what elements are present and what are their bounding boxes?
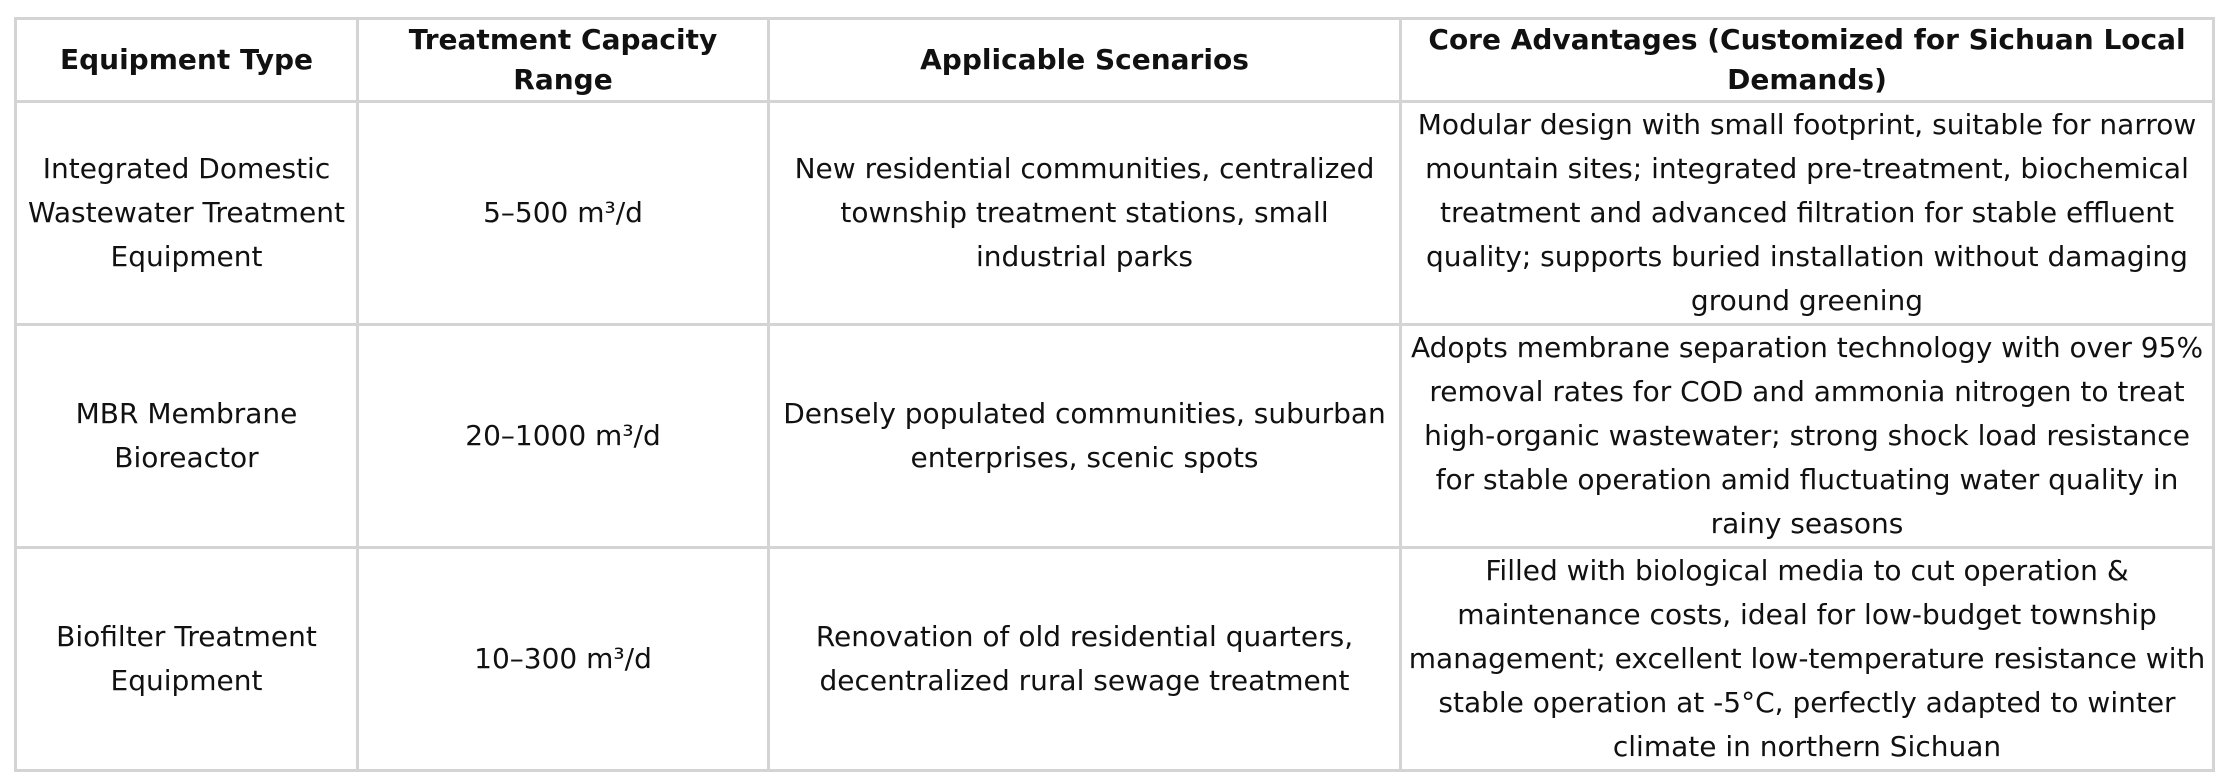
- table-row: MBR Membrane Bioreactor 20–1000 m³/d Dense…: [14, 323, 2215, 549]
- header-cell: Equipment Type: [14, 17, 359, 103]
- table-cell: Renovation of old residential quarters, …: [767, 546, 1402, 772]
- table-cell: Biofilter Treatment Equipment: [14, 546, 359, 772]
- table-cell: New residential communities, centralized…: [767, 100, 1402, 326]
- table-cell: 5–500 m³/d: [356, 100, 770, 326]
- header-row: Equipment Type Treatment Capacity Range …: [14, 17, 2215, 103]
- table-cell: Modular design with small footprint, sui…: [1399, 100, 2215, 326]
- table-row: Biofilter Treatment Equipment 10–300 m³/d…: [14, 546, 2215, 772]
- header-cell: Treatment Capacity Range: [356, 17, 770, 103]
- table-cell: Filled with biological media to cut oper…: [1399, 546, 2215, 772]
- table-cell: Adopts membrane separation technology wi…: [1399, 323, 2215, 549]
- table-cell: Densely populated communities, suburban …: [767, 323, 1402, 549]
- table-cell: 20–1000 m³/d: [356, 323, 770, 549]
- table-cell: MBR Membrane Bioreactor: [14, 323, 359, 549]
- table-cell: Integrated Domestic Wastewater Treatment…: [14, 100, 359, 326]
- table-cell: 10–300 m³/d: [356, 546, 770, 772]
- table-row: Integrated Domestic Wastewater Treatment…: [14, 100, 2215, 326]
- equipment-table: Equipment Type Treatment Capacity Range …: [14, 17, 2215, 772]
- header-cell: Applicable Scenarios: [767, 17, 1402, 103]
- header-cell: Core Advantages (Customized for Sichuan …: [1399, 17, 2215, 103]
- table-body: Integrated Domestic Wastewater Treatment…: [14, 100, 2215, 772]
- table-header: Equipment Type Treatment Capacity Range …: [14, 17, 2215, 103]
